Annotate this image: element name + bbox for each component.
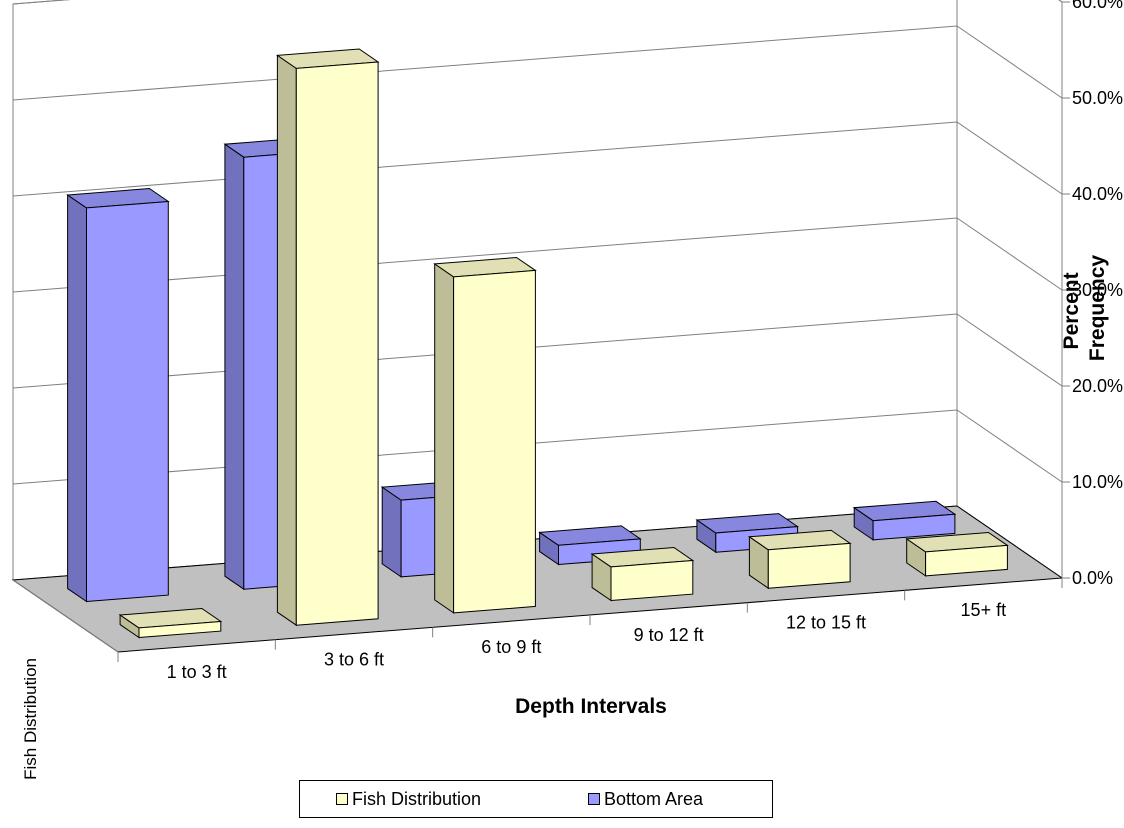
- x-axis-title: Depth Intervals: [515, 695, 667, 718]
- y-tick-label: 0.0%: [1072, 568, 1113, 588]
- series-axis-line: [12, 579, 119, 653]
- bar-bottom-area: [852, 500, 957, 541]
- bar-side: [276, 54, 297, 627]
- legend-swatch-bottom-area: [588, 793, 600, 805]
- legend-item-bottom-area: Bottom Area: [588, 789, 703, 810]
- x-tick-label: 1 to 3 ft: [167, 662, 227, 682]
- y-axis-title-line-2: Frequency: [1086, 255, 1109, 362]
- x-tick-label: 15+ ft: [961, 600, 1007, 620]
- bars: [66, 48, 1009, 639]
- bar-fish-distribution: [275, 48, 380, 627]
- chart-walls: [12, 0, 1063, 581]
- bar-fish-distribution: [905, 531, 1009, 577]
- bar-front: [767, 542, 851, 589]
- bar-front: [925, 544, 1008, 577]
- bar-side: [67, 194, 87, 603]
- y-tick-label: 30.0%: [1072, 280, 1123, 300]
- y-tick-label: 20.0%: [1072, 376, 1123, 396]
- legend-swatch-fish-distribution: [336, 793, 348, 805]
- y-tick-label: 10.0%: [1072, 472, 1123, 492]
- bar-front: [610, 559, 694, 602]
- legend-label-bottom-area: Bottom Area: [604, 788, 704, 809]
- bar-front: [138, 620, 222, 639]
- x-tick-label: 3 to 6 ft: [324, 650, 384, 670]
- bar-side: [224, 143, 245, 591]
- bar-fish-distribution: [590, 546, 695, 602]
- bar-fish-distribution: [118, 607, 223, 639]
- bar-front: [453, 269, 536, 614]
- x-tick-label: 6 to 9 ft: [481, 637, 541, 657]
- y-axis-ticks: 0.0% 10.0% 20.0% 30.0% 40.0% 50.0% 60.0%: [1061, 0, 1123, 588]
- y-axis-title: Percent Frequency: [1060, 255, 1109, 362]
- y-tick-label: 60.0%: [1072, 0, 1123, 12]
- x-tick-label: 12 to 15 ft: [786, 613, 866, 633]
- bar-fish-distribution: [747, 529, 852, 590]
- y-axis-title-line-1: Percent: [1060, 272, 1083, 349]
- bar-front: [86, 200, 169, 603]
- bar-front: [872, 513, 956, 541]
- bar-front: [295, 61, 379, 626]
- series-axis-label: Fish Distribution: [21, 658, 40, 780]
- bar-fish-distribution: [433, 256, 537, 614]
- legend-label-fish-distribution: Fish Distribution: [352, 788, 482, 809]
- legend: Fish Distribution Bottom Area: [299, 780, 773, 818]
- legend-item-fish-distribution: Fish Distribution: [336, 789, 481, 810]
- series-axis-labels: Bottom AreaFish Distribution: [12, 579, 119, 780]
- bar-bottom-area: [66, 187, 170, 603]
- bar-side: [434, 262, 455, 614]
- x-tick-label: 9 to 12 ft: [634, 625, 704, 645]
- x-axis-ticks: 1 to 3 ft 3 to 6 ft 6 to 9 ft 9 to 12 ft 12 …: [117, 578, 1063, 682]
- y-tick-label: 50.0%: [1072, 88, 1123, 108]
- y-tick-label: 40.0%: [1072, 184, 1123, 204]
- bar-side: [381, 486, 402, 578]
